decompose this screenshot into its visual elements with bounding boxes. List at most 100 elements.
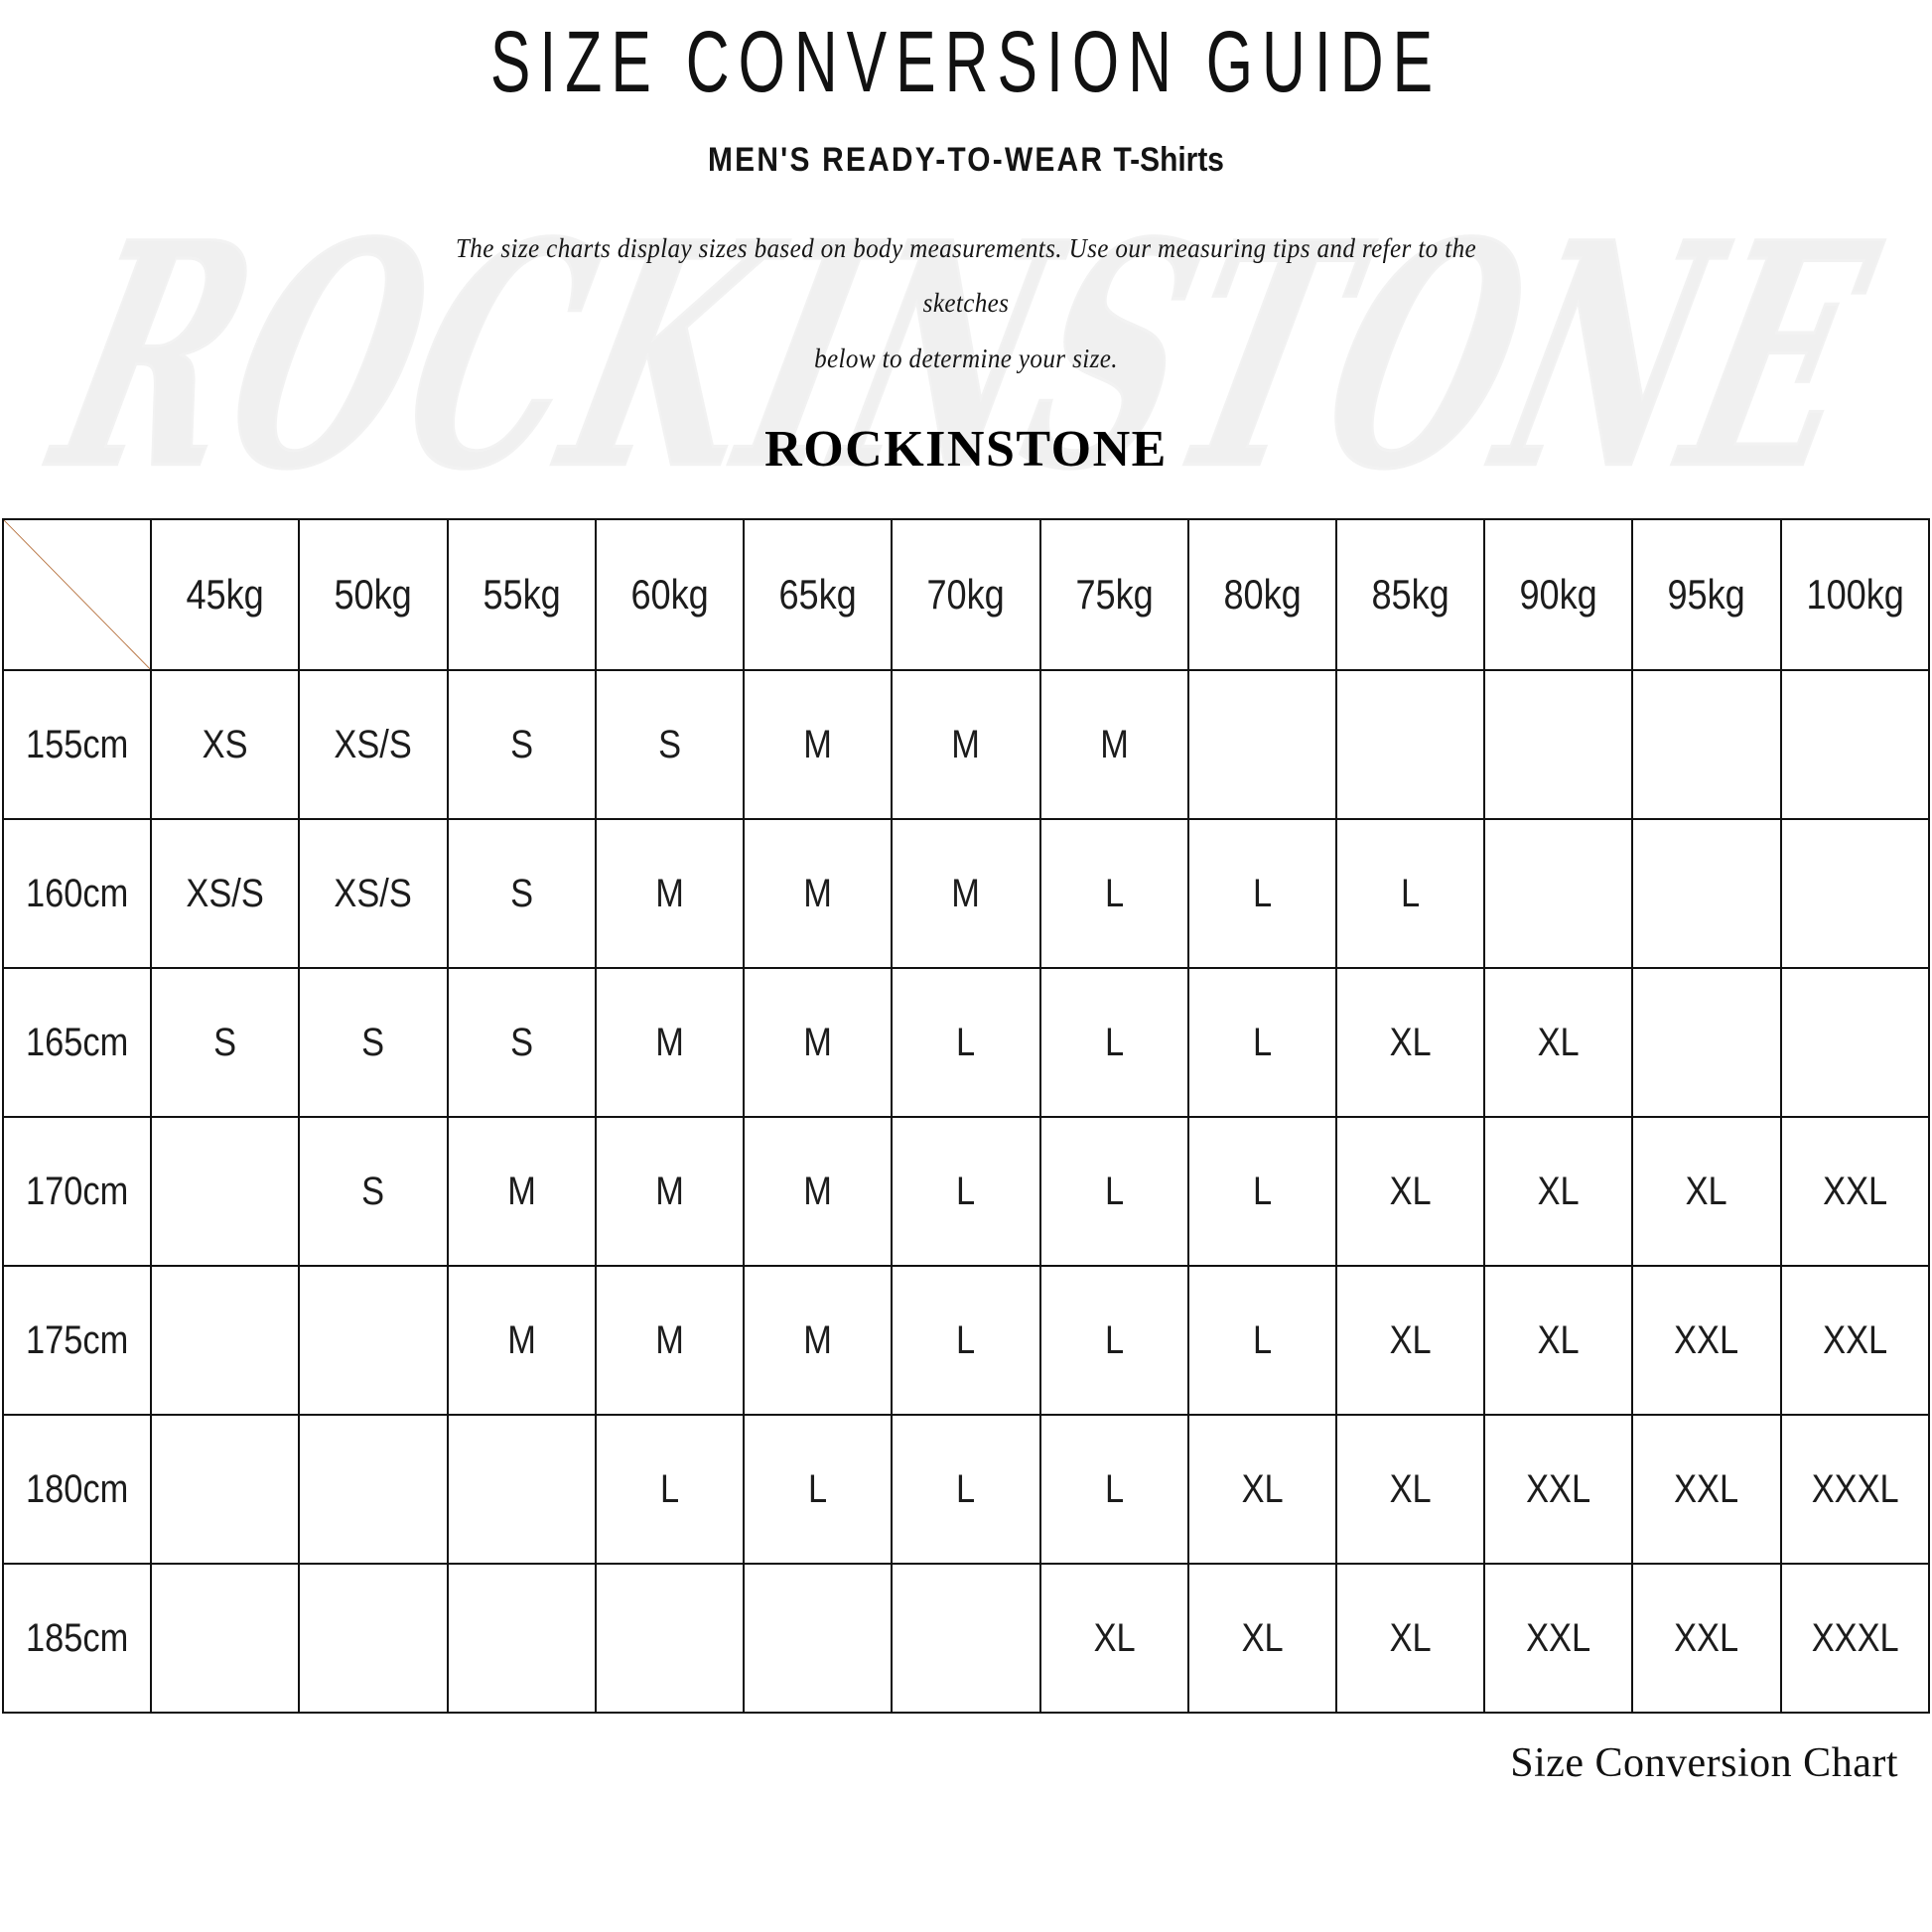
size-cell: XS/S [298,818,449,970]
size-cell: L [891,1414,1041,1566]
size-cell: L [743,1414,894,1566]
size-cell: S [298,967,449,1119]
size-cell: L [594,1414,746,1566]
size-cell: M [594,967,746,1119]
size-cell: M [594,1265,746,1417]
size-cell-empty [446,1414,597,1566]
column-header-weight: 95kg [1631,518,1782,672]
brand-name: ROCKINSTONE [764,421,1168,479]
size-cell: M [594,818,746,970]
size-cell: XL [1631,1116,1782,1268]
size-cell-empty [1334,669,1486,821]
size-cell: S [446,967,597,1119]
table-row: 185cm XL XL XL XXL XXL XXXL [1,1563,1931,1715]
size-cell-empty [298,1563,449,1715]
size-cell: L [891,967,1041,1119]
size-cell: M [446,1265,597,1417]
size-cell: XL [1483,1116,1634,1268]
size-cell: L [1038,1116,1189,1268]
subtitle-category: MEN'S READY-TO-WEAR [708,141,1105,179]
size-cell-empty [150,1116,301,1268]
size-cell-empty [1483,669,1634,821]
size-cell: M [743,818,894,970]
size-cell: XS/S [150,818,301,970]
size-cell-empty [446,1563,597,1715]
table-row: 175cm M M M L L L XL XL XXL XXL [1,1265,1931,1417]
size-cell: L [1038,1265,1189,1417]
size-cell-empty [1631,818,1782,970]
row-header-height: 155cm [1,669,153,821]
size-cell: XL [1038,1563,1189,1715]
size-cell-empty [298,1414,449,1566]
row-header-height: 160cm [1,818,153,970]
table-row: 160cm XS/S XS/S S M M M L L L [1,818,1931,970]
size-cell: M [743,669,894,821]
description-line-1: The size charts display sizes based on b… [455,233,1477,319]
size-cell-empty [891,1563,1041,1715]
size-cell-empty [1779,818,1931,970]
size-cell: S [150,967,301,1119]
column-header-weight: 65kg [743,518,894,672]
row-header-height: 170cm [1,1116,153,1268]
size-cell: L [1186,1265,1337,1417]
size-cell: L [1038,818,1189,970]
size-cell: XL [1186,1414,1337,1566]
size-table-body: 45kg 50kg 55kg 60kg 65kg 70kg 75kg 80kg 85kg 90kg… [1,518,1931,1715]
size-cell: L [1186,818,1337,970]
size-cell-empty [1483,818,1634,970]
size-cell: M [1038,669,1189,821]
column-header-weight: 80kg [1186,518,1337,672]
size-cell: M [891,818,1041,970]
size-cell: L [1038,967,1189,1119]
size-cell-empty [150,1265,301,1417]
table-row: 155cm XS XS/S S S M M M [1,669,1931,821]
size-cell: L [1334,818,1486,970]
size-cell: L [891,1116,1041,1268]
size-cell: XL [1186,1563,1337,1715]
size-cell-empty [1779,669,1931,821]
size-cell: L [1038,1414,1189,1566]
footer-caption: Size Conversion Chart [1510,1740,1898,1787]
column-header-weight: 55kg [446,518,597,672]
size-cell: M [743,1265,894,1417]
column-header-weight: 70kg [891,518,1041,672]
column-header-weight: 75kg [1038,518,1189,672]
size-cell-empty [150,1563,301,1715]
size-cell-empty [298,1265,449,1417]
size-cell: XL [1334,1414,1486,1566]
size-cell-empty [150,1414,301,1566]
column-header-weight: 60kg [594,518,746,672]
size-cell: XL [1483,967,1634,1119]
table-header-row: 45kg 50kg 55kg 60kg 65kg 70kg 75kg 80kg 85kg 90kg… [1,518,1931,672]
size-table-wrapper: 45kg 50kg 55kg 60kg 65kg 70kg 75kg 80kg 85kg 90kg… [0,518,1932,1715]
size-cell: M [594,1116,746,1268]
size-cell: XL [1334,967,1486,1119]
size-cell: M [891,669,1041,821]
size-cell: XL [1334,1563,1486,1715]
size-cell: XXXL [1779,1563,1931,1715]
size-cell: XS/S [298,669,449,821]
size-conversion-table: 45kg 50kg 55kg 60kg 65kg 70kg 75kg 80kg 85kg 90kg… [1,518,1931,1715]
description-line-2: below to determine your size. [814,343,1118,373]
page-subtitle: MEN'S READY-TO-WEAR T-Shirts [116,89,1816,180]
size-cell-empty [1631,669,1782,821]
table-row: 165cm S S S M M L L L XL XL [1,967,1931,1119]
table-row: 170cm S M M M L L L XL XL XL XXL [1,1116,1931,1268]
size-cell: XXL [1631,1414,1782,1566]
page-description: The size charts display sizes based on b… [449,180,1483,386]
size-cell: XXL [1483,1563,1634,1715]
size-cell: XL [1483,1265,1634,1417]
size-cell-empty [1186,669,1337,821]
row-header-height: 175cm [1,1265,153,1417]
diagonal-line-icon [4,520,150,669]
column-header-weight: 100kg [1779,518,1931,672]
size-cell: S [446,669,597,821]
size-cell-empty [743,1563,894,1715]
column-header-weight: 85kg [1334,518,1486,672]
page-title: SIZE CONVERSION GUIDE [489,12,1443,110]
size-cell: S [298,1116,449,1268]
size-cell: L [891,1265,1041,1417]
size-cell: XXL [1631,1265,1782,1417]
size-cell: M [743,967,894,1119]
size-cell-empty [1779,967,1931,1119]
